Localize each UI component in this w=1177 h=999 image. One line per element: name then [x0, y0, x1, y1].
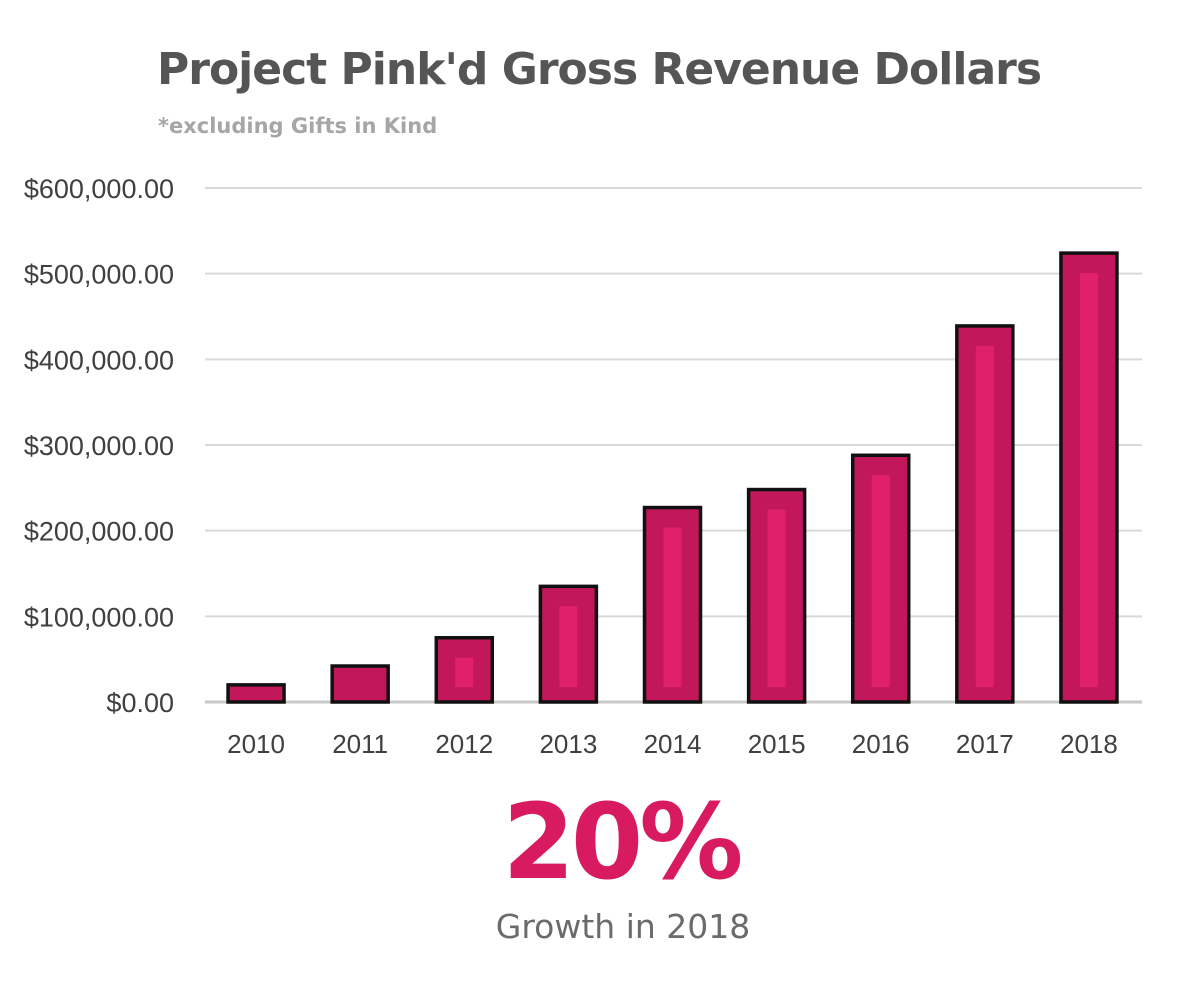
bar-2014 — [642, 505, 703, 704]
y-tick-label: $500,000.00 — [24, 260, 174, 290]
y-tick-label: $300,000.00 — [24, 431, 174, 461]
bar-highlight — [767, 509, 786, 687]
bars — [226, 251, 1119, 704]
y-tick-label: $100,000.00 — [24, 602, 174, 632]
bar-2012 — [434, 636, 495, 704]
x-tick-label: 2012 — [435, 729, 493, 759]
growth-label: Growth in 2018 — [495, 907, 751, 946]
x-axis-tick-labels: 2010 2011 2012 2013 2014 2015 2016 2017 2018 — [227, 729, 1118, 759]
y-axis-tick-labels: $0.00 $100,000.00 $200,000.00 $300,000.00 $4… — [24, 174, 174, 718]
bar-2011 — [330, 664, 390, 704]
bar-highlight — [1079, 273, 1098, 687]
x-tick-label: 2011 — [332, 729, 388, 759]
x-tick-label: 2014 — [644, 729, 702, 759]
x-tick-label: 2018 — [1060, 729, 1118, 759]
bar — [330, 664, 390, 704]
chart-title: Project Pink'd Gross Revenue Dollars — [157, 44, 1042, 95]
x-tick-label: 2016 — [852, 729, 910, 759]
x-tick-label: 2013 — [539, 729, 597, 759]
chart-subtitle: *excluding Gifts in Kind — [158, 114, 438, 138]
bar-highlight — [871, 475, 890, 687]
bar-highlight — [559, 606, 578, 687]
bar — [226, 683, 286, 704]
bar-chart: $0.00 $100,000.00 $200,000.00 $300,000.00 $4… — [24, 174, 1142, 759]
bar-highlight — [663, 527, 682, 687]
bar-2017 — [955, 324, 1015, 704]
bar-2015 — [746, 487, 807, 704]
x-tick-label: 2015 — [748, 729, 806, 759]
bar-highlight — [455, 657, 474, 687]
y-tick-label: $200,000.00 — [24, 517, 174, 547]
bar-2013 — [538, 584, 599, 704]
x-tick-label: 2017 — [956, 729, 1014, 759]
bar-2010 — [226, 683, 286, 704]
bar-2018 — [1059, 251, 1119, 704]
y-tick-label: $400,000.00 — [24, 345, 174, 375]
bar-2016 — [850, 453, 911, 704]
growth-percentage: 20% — [502, 781, 744, 903]
y-tick-label: $0.00 — [106, 688, 174, 718]
bar-highlight — [975, 345, 994, 687]
y-tick-label: $600,000.00 — [24, 174, 174, 204]
x-tick-label: 2010 — [227, 729, 285, 759]
